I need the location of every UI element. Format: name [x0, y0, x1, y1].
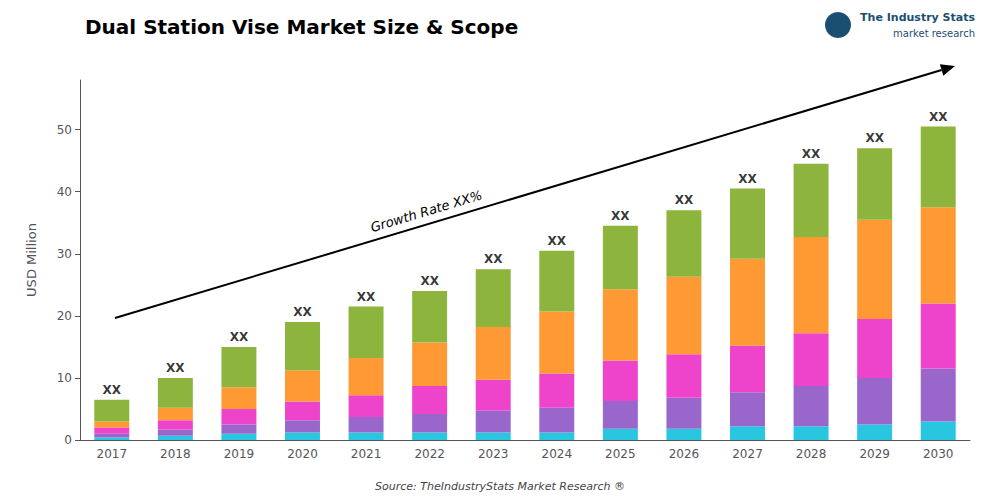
svg-text:USD Million: USD Million — [24, 223, 39, 297]
svg-text:XX: XX — [865, 131, 884, 145]
svg-text:2021: 2021 — [351, 447, 382, 461]
svg-text:Dual Station Vise Market Size: Dual Station Vise Market Size & Scope — [85, 15, 518, 39]
svg-text:2026: 2026 — [669, 447, 700, 461]
svg-text:XX: XX — [738, 172, 757, 186]
svg-text:XX: XX — [802, 147, 821, 161]
svg-text:2029: 2029 — [859, 447, 890, 461]
svg-text:Source: TheIndustryStats Marke: Source: TheIndustryStats Market Research… — [375, 480, 625, 493]
svg-text:2025: 2025 — [605, 447, 636, 461]
svg-text:XX: XX — [103, 383, 122, 397]
svg-text:XX: XX — [675, 193, 694, 207]
svg-text:market research: market research — [893, 28, 975, 39]
svg-text:0: 0 — [64, 433, 72, 447]
svg-text:2024: 2024 — [542, 447, 573, 461]
svg-text:2020: 2020 — [287, 447, 318, 461]
svg-text:XX: XX — [166, 361, 185, 375]
svg-text:2027: 2027 — [732, 447, 763, 461]
svg-text:XX: XX — [230, 330, 249, 344]
svg-text:2023: 2023 — [478, 447, 509, 461]
svg-text:XX: XX — [293, 305, 312, 319]
svg-text:2019: 2019 — [224, 447, 255, 461]
svg-text:XX: XX — [484, 252, 503, 266]
svg-text:2017: 2017 — [97, 447, 128, 461]
svg-text:XX: XX — [420, 274, 439, 288]
svg-text:The Industry Stats: The Industry Stats — [860, 11, 975, 24]
svg-text:50: 50 — [57, 123, 72, 137]
svg-text:XX: XX — [357, 290, 376, 304]
svg-text:Growth Rate XX%: Growth Rate XX% — [369, 187, 484, 235]
svg-text:2018: 2018 — [160, 447, 191, 461]
svg-text:2022: 2022 — [414, 447, 445, 461]
svg-text:XX: XX — [929, 110, 948, 124]
svg-text:2030: 2030 — [923, 447, 954, 461]
svg-text:XX: XX — [548, 234, 567, 248]
svg-text:10: 10 — [57, 371, 72, 385]
svg-text:XX: XX — [611, 209, 630, 223]
svg-text:20: 20 — [57, 309, 72, 323]
svg-text:30: 30 — [57, 247, 72, 261]
svg-text:2028: 2028 — [796, 447, 827, 461]
svg-text:40: 40 — [57, 185, 72, 199]
